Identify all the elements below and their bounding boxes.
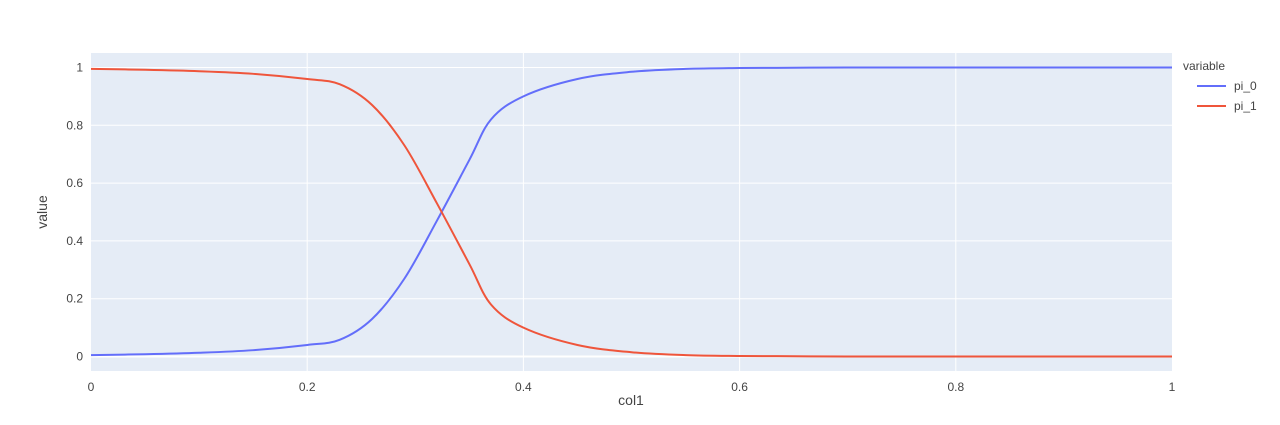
x-axis-ticks: 0 0.2 0.4 0.6 0.8 1 <box>88 380 1176 394</box>
y-axis-ticks: 0 0.2 0.4 0.6 0.8 1 <box>66 60 83 363</box>
legend-item-pi-1[interactable]: pi_1 <box>1197 99 1257 113</box>
legend-title: variable <box>1183 59 1225 73</box>
legend-label: pi_1 <box>1234 99 1257 113</box>
x-tick-label: 1 <box>1169 380 1176 394</box>
series-line-pi-1[interactable] <box>90 67 1172 358</box>
x-axis-title: col1 <box>618 392 644 408</box>
y-tick-label: 0 <box>76 350 83 364</box>
y-tick-label: 1 <box>76 60 83 74</box>
y-tick-label: 0.6 <box>66 176 83 190</box>
x-tick-label: 0.6 <box>731 380 748 394</box>
y-axis-title: value <box>34 195 50 229</box>
series-lines <box>90 66 1172 358</box>
y-tick-label: 0.8 <box>66 118 83 132</box>
x-tick-label: 0.8 <box>947 380 964 394</box>
x-tick-label: 0.2 <box>299 380 316 394</box>
legend[interactable]: variable pi_0 pi_1 <box>1183 59 1257 113</box>
y-tick-label: 0.2 <box>66 292 83 306</box>
y-tick-label: 0.4 <box>66 234 83 248</box>
series-line-pi-0[interactable] <box>90 66 1172 357</box>
legend-label: pi_0 <box>1234 79 1257 93</box>
plot-background <box>91 53 1172 371</box>
legend-items[interactable]: pi_0 pi_1 <box>1197 79 1257 113</box>
x-tick-label: 0 <box>88 380 95 394</box>
legend-item-pi-0[interactable]: pi_0 <box>1197 79 1257 93</box>
x-tick-label: 0.4 <box>515 380 532 394</box>
